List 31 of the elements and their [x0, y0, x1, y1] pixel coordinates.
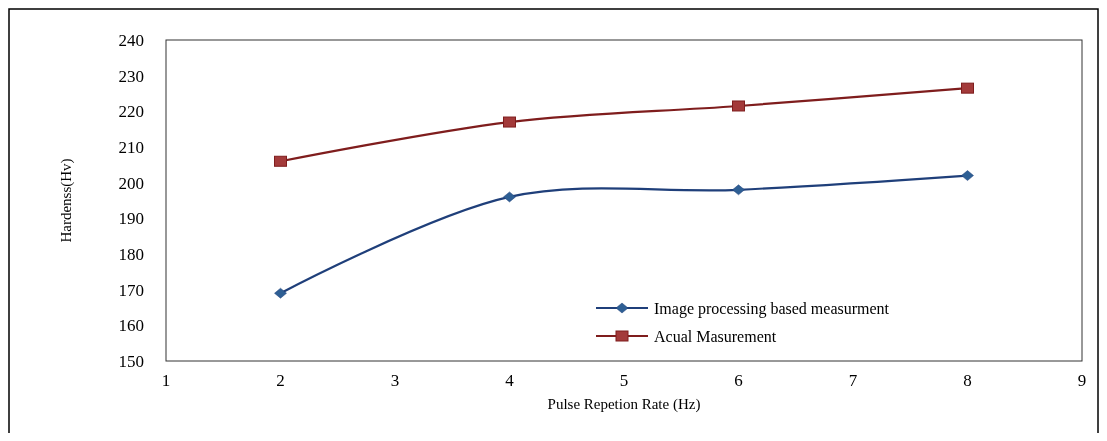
point [732, 184, 745, 196]
x-tick-label: 1 [161, 371, 171, 390]
point [961, 82, 974, 94]
x-tick-label: 4 [505, 371, 515, 390]
y-tick-label: 160 [118, 316, 144, 336]
x-tick-label: 3 [390, 371, 400, 390]
x-axis-title: Pulse Repetion Rate (Hz) [547, 396, 701, 413]
y-tick-label: 220 [118, 102, 144, 122]
y-tick-label: 210 [118, 137, 144, 157]
point [503, 191, 516, 203]
x-tick-label: 8 [963, 371, 972, 390]
x-tick-label: 5 [619, 371, 629, 390]
y-tick-label: 200 [118, 173, 144, 193]
point [961, 170, 974, 181]
y-tick-label: 230 [118, 66, 144, 86]
point [503, 116, 516, 128]
y-tick-label: 150 [118, 351, 144, 371]
x-tick-label: 7 [848, 371, 858, 390]
legend-label: Image processing based measurment [654, 299, 890, 318]
y-tick-label: 180 [118, 244, 144, 264]
y-tick-label: 190 [118, 209, 144, 229]
point [732, 100, 745, 112]
y-tick-label: 170 [118, 280, 144, 300]
y-axis-title: Hardenss(Hv) [58, 158, 75, 243]
point [274, 287, 287, 299]
point [274, 155, 287, 167]
x-tick-label: 9 [1077, 371, 1087, 390]
x-tick-label: 2 [276, 371, 285, 390]
x-tick-label: 6 [734, 371, 743, 390]
legend-label: Acual Masurement [654, 327, 777, 345]
y-tick-label: 240 [118, 30, 144, 50]
